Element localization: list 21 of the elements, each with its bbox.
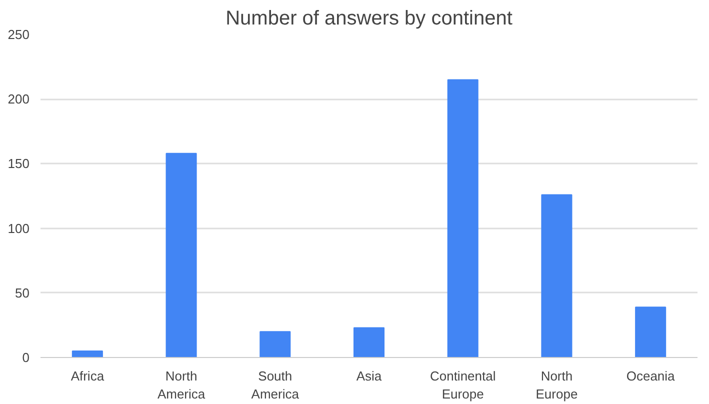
y-tick-label: 200	[8, 92, 30, 107]
y-tick-label: 100	[8, 220, 30, 236]
x-tick-label: Africa	[70, 368, 105, 384]
y-tick-label: 0	[22, 350, 30, 365]
y-tick-label: 50	[15, 285, 30, 300]
bar	[260, 331, 291, 358]
x-tick-label: Continental Europe	[430, 368, 496, 402]
bar	[635, 306, 666, 358]
bar	[447, 79, 478, 358]
chart-title: Number of answers by continent	[226, 8, 513, 30]
bar	[353, 327, 385, 358]
x-tick-label: South America	[251, 368, 300, 402]
x-tick-label: North America	[157, 368, 206, 402]
bar	[166, 152, 197, 358]
y-tick-label: 150	[8, 156, 30, 172]
bar	[72, 350, 103, 358]
bar	[541, 194, 572, 358]
y-tick-label: 250	[8, 27, 30, 42]
x-tick-label: Asia	[356, 368, 382, 384]
x-tick-label: North Europe	[536, 368, 578, 402]
x-tick-label: Oceania	[626, 368, 676, 384]
